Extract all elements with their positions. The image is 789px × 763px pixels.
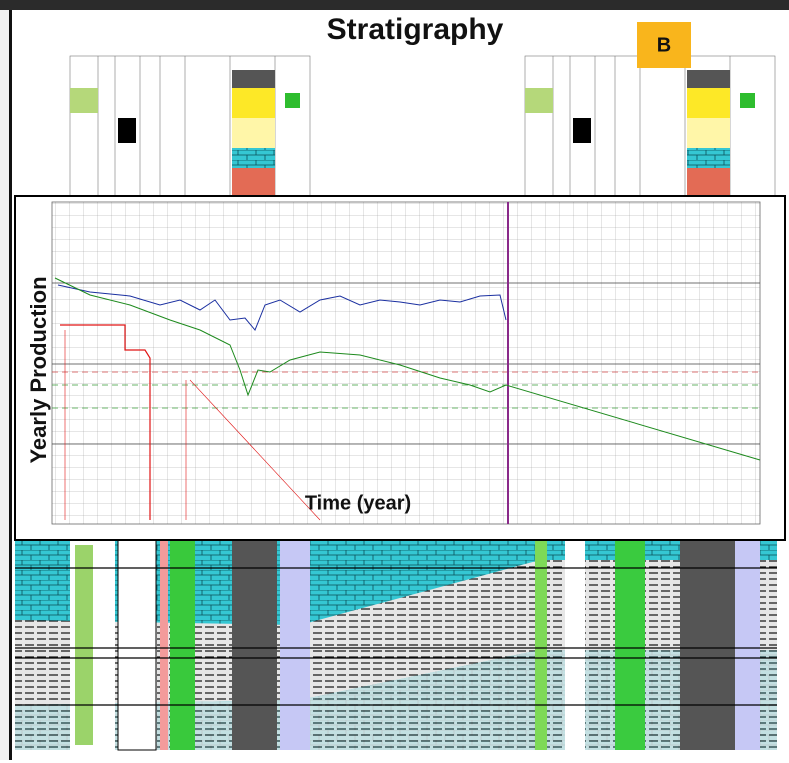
left-strip bbox=[0, 10, 9, 760]
cross-section bbox=[15, 540, 777, 750]
title: Stratigraphy bbox=[327, 13, 504, 46]
top-bar bbox=[0, 0, 789, 10]
strat-column-right bbox=[525, 56, 775, 198]
figure: Stratigraphy B Yearly Production Time (y… bbox=[0, 0, 789, 763]
strat-column-left bbox=[70, 56, 310, 198]
badge-label: B bbox=[657, 34, 671, 56]
x-axis-label: Time (year) bbox=[305, 492, 411, 514]
left-edge bbox=[9, 10, 12, 760]
y-axis-label: Yearly Production bbox=[26, 276, 51, 463]
production-plot bbox=[15, 196, 785, 540]
figure-canvas: Stratigraphy B Yearly Production Time (y… bbox=[0, 0, 789, 763]
